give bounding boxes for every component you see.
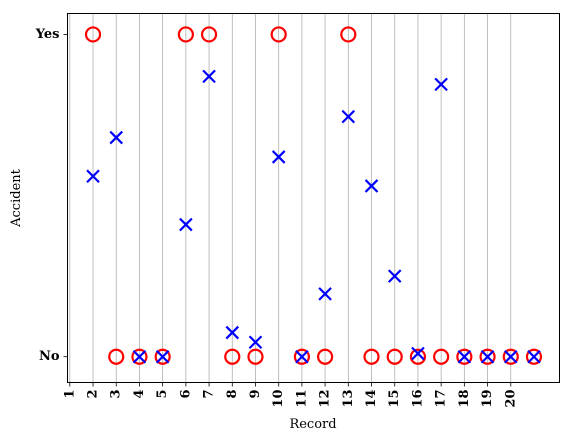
x-tick-label: 12 bbox=[318, 390, 333, 408]
x-tick-label: 10 bbox=[271, 390, 286, 408]
x-tick-label: 6 bbox=[178, 390, 193, 399]
circle-point bbox=[525, 348, 543, 365]
x-tick-label: 1 bbox=[62, 390, 77, 399]
circle-point bbox=[131, 348, 148, 365]
x-point bbox=[411, 346, 425, 361]
circle-point bbox=[433, 348, 450, 365]
x-tick-label: 5 bbox=[155, 390, 170, 399]
circle-point bbox=[270, 26, 287, 43]
circle-point bbox=[409, 348, 427, 365]
x-tick-label: 20 bbox=[503, 390, 518, 408]
x-point bbox=[527, 349, 541, 364]
circle-point bbox=[363, 348, 380, 365]
grid-lines bbox=[69, 13, 512, 383]
x-axis-title: Record bbox=[289, 417, 336, 432]
y-axis-title: Accident bbox=[9, 168, 24, 227]
x-tick-label: 3 bbox=[109, 390, 124, 399]
x-point bbox=[318, 287, 332, 301]
x-tick-label: 15 bbox=[387, 390, 402, 408]
x-point bbox=[86, 169, 100, 184]
x-point bbox=[364, 179, 379, 193]
plot-frame bbox=[67, 13, 560, 383]
x-tick-label: 17 bbox=[434, 390, 449, 408]
circle-point bbox=[386, 348, 403, 365]
x-point bbox=[179, 217, 193, 232]
x-point bbox=[202, 69, 216, 84]
x-tick-label: 4 bbox=[132, 390, 147, 399]
y-tick-label: Yes bbox=[35, 27, 60, 42]
x-point bbox=[387, 269, 402, 283]
x-point bbox=[248, 335, 263, 349]
x-point bbox=[434, 77, 448, 92]
x-point bbox=[155, 349, 170, 364]
x-tick-label: 13 bbox=[341, 390, 356, 408]
x-tick-label: 7 bbox=[202, 390, 217, 399]
circle-point bbox=[84, 26, 102, 43]
x-tick-label: 11 bbox=[294, 390, 309, 408]
y-tick-label: No bbox=[39, 349, 60, 364]
circle-point bbox=[479, 348, 496, 365]
x-point bbox=[271, 150, 286, 164]
x-axis: 1 2 3 4 5 6 7 8 9 10 11 12 13 14 15 16 17 18 19 20 bbox=[62, 382, 518, 408]
x-tick-label: 14 bbox=[364, 390, 379, 408]
circle-point bbox=[177, 26, 194, 43]
x-point bbox=[503, 349, 518, 364]
x-tick-label: 9 bbox=[248, 390, 263, 399]
x-tick-label: 2 bbox=[86, 390, 101, 399]
data-marks bbox=[84, 26, 543, 365]
x-tick-label: 19 bbox=[480, 390, 495, 408]
x-point bbox=[341, 109, 356, 124]
x-point bbox=[295, 349, 309, 364]
circle-point bbox=[108, 348, 125, 365]
x-point bbox=[457, 349, 472, 364]
circle-point bbox=[456, 348, 473, 365]
circle-point bbox=[293, 348, 310, 365]
circle-point bbox=[247, 348, 264, 365]
x-point bbox=[225, 325, 240, 340]
x-tick-label: 16 bbox=[410, 390, 425, 408]
circle-point bbox=[154, 348, 171, 365]
x-tick-label: 8 bbox=[225, 390, 240, 399]
circle-point bbox=[224, 348, 241, 365]
circle-point bbox=[317, 348, 334, 365]
circle-point bbox=[502, 348, 519, 365]
y-axis: No Yes bbox=[35, 27, 68, 364]
x-point bbox=[480, 349, 495, 364]
circle-point bbox=[340, 26, 357, 43]
circle-point bbox=[200, 26, 218, 43]
x-tick-label: 18 bbox=[457, 390, 472, 408]
x-point bbox=[109, 130, 124, 145]
x-point bbox=[132, 349, 147, 364]
